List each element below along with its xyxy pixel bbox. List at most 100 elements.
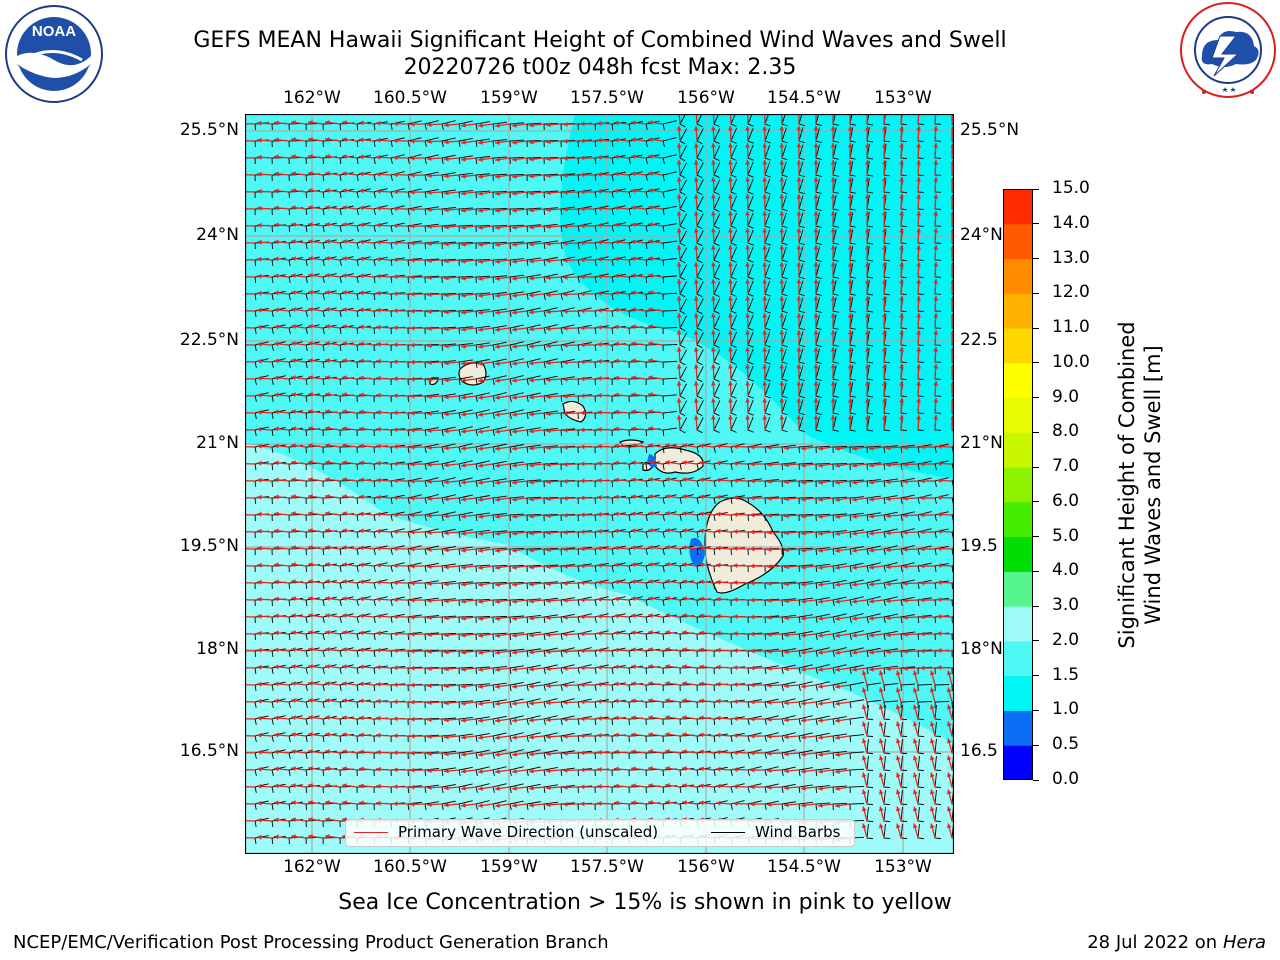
colorbar-tick-mark: [1033, 223, 1039, 225]
wave-direction-arrow: [325, 290, 341, 295]
wave-direction-arrow: [495, 378, 511, 383]
wave-direction-arrow: [678, 114, 681, 125]
wave-direction-arrow: [885, 462, 902, 468]
wave-direction-arrow: [512, 360, 528, 366]
wave-direction-arrow: [342, 341, 358, 347]
colorbar-swatch: [1003, 640, 1033, 677]
wave-direction-arrow: [529, 156, 545, 162]
wave-direction-arrow: [596, 461, 613, 466]
wave-direction-arrow: [495, 497, 511, 502]
wave-direction-arrow: [409, 359, 426, 365]
wave-direction-arrow: [529, 309, 545, 315]
wave-direction-arrow: [631, 443, 647, 449]
wave-direction-arrow: [882, 176, 887, 193]
wave-direction-arrow: [693, 142, 699, 159]
wave-direction-arrow: [392, 342, 409, 348]
wave-direction-arrow: [375, 443, 392, 449]
wave-direction-arrow: [695, 114, 698, 125]
wave-direction-arrow: [359, 307, 375, 313]
wave-direction-arrow: [830, 227, 836, 244]
colorbar-swatch: [1003, 223, 1033, 260]
colorbar-tick-label: 4.0: [1052, 560, 1080, 581]
wave-direction-arrow: [847, 159, 853, 176]
wave-direction-arrow: [648, 494, 664, 499]
wave-direction-arrow: [529, 394, 545, 400]
wave-direction-arrow: [256, 443, 273, 449]
wave-direction-arrow: [409, 512, 426, 518]
wave-direction-arrow: [676, 329, 682, 346]
colorbar-tick-label: 11.0: [1052, 317, 1090, 338]
wave-direction-arrow: [830, 261, 836, 278]
wave-direction-arrow: [676, 346, 682, 363]
wave-direction-arrow: [830, 125, 836, 142]
wave-direction-arrow: [529, 343, 545, 349]
wave-direction-arrow: [409, 121, 426, 127]
wave-direction-arrow: [342, 511, 358, 517]
wave-direction-arrow: [847, 176, 853, 193]
wave-direction-arrow: [899, 363, 904, 380]
wave-direction-arrow: [766, 445, 783, 450]
colorbar-swatch: [1003, 745, 1033, 781]
wave-direction-arrow: [648, 188, 664, 193]
wave-direction-arrow: [710, 380, 716, 397]
wave-direction-arrow: [916, 142, 922, 159]
wave-direction-arrow: [579, 342, 596, 348]
wave-direction-arrow: [461, 496, 477, 502]
wave-direction-arrow: [529, 326, 545, 332]
wave-direction-arrow: [529, 360, 545, 366]
wave-direction-arrow: [715, 494, 732, 500]
wave-direction-arrow: [256, 477, 273, 483]
wave-direction-arrow: [392, 444, 409, 450]
wave-direction-arrow: [545, 190, 562, 196]
wave-direction-arrow: [885, 445, 902, 451]
wave-direction-arrow: [478, 514, 494, 519]
colorbar-tick-mark: [1033, 501, 1039, 503]
wave-direction-arrow: [933, 363, 939, 380]
wave-direction-arrow: [631, 239, 647, 245]
wave-direction-arrow: [545, 241, 562, 247]
wave-direction-arrow: [813, 142, 819, 159]
wave-direction-arrow: [796, 346, 802, 363]
colorbar-tick-label: 10.0: [1052, 351, 1090, 372]
wave-direction-arrow: [766, 513, 783, 518]
wave-direction-arrow: [882, 329, 887, 346]
wave-direction-arrow: [245, 497, 256, 499]
wave-direction-arrow: [779, 244, 785, 261]
wave-direction-arrow: [342, 171, 358, 177]
wave-direction-arrow: [308, 290, 324, 295]
wave-direction-arrow: [813, 227, 819, 244]
colorbar-tick-label: 0.5: [1052, 734, 1080, 755]
wave-direction-arrow: [882, 295, 887, 312]
colorbar: [1003, 189, 1033, 781]
colorbar-tick-mark: [1033, 709, 1039, 711]
wave-direction-arrow: [245, 225, 256, 227]
wave-direction-arrow: [614, 409, 630, 415]
colorbar-tick-mark: [1033, 779, 1039, 781]
wave-direction-arrow: [342, 120, 358, 126]
wave-direction-arrow: [631, 290, 647, 296]
wave-direction-arrow: [832, 114, 834, 125]
wave-direction-arrow: [359, 239, 375, 245]
wave-direction-arrow: [885, 530, 902, 536]
plot-title-line2: 20220726 t00z 048h fcst Max: 2.35: [403, 55, 797, 80]
wave-direction-arrow: [512, 241, 528, 247]
wave-direction-arrow: [274, 460, 290, 466]
wave-direction-arrow: [648, 324, 664, 329]
wave-direction-arrow: [614, 494, 630, 500]
colorbar-tick-label: 15.0: [1052, 178, 1090, 198]
wave-direction-arrow: [562, 155, 579, 161]
wave-direction-arrow: [933, 278, 939, 295]
wave-direction-arrow: [899, 227, 904, 244]
wave-direction-arrow: [392, 155, 409, 161]
wave-direction-arrow: [749, 478, 766, 484]
wave-direction-arrow: [495, 395, 511, 400]
wave-direction-arrow: [676, 295, 682, 312]
wave-direction-arrow: [579, 257, 596, 263]
wave-direction-arrow: [648, 120, 664, 125]
wave-direction-arrow: [779, 397, 785, 414]
colorbar-tick-mark: [1033, 640, 1039, 642]
wave-direction-arrow: [801, 479, 817, 485]
wave-direction-arrow: [864, 397, 870, 414]
wave-direction-arrow: [409, 427, 426, 433]
wave-direction-arrow: [766, 462, 783, 467]
